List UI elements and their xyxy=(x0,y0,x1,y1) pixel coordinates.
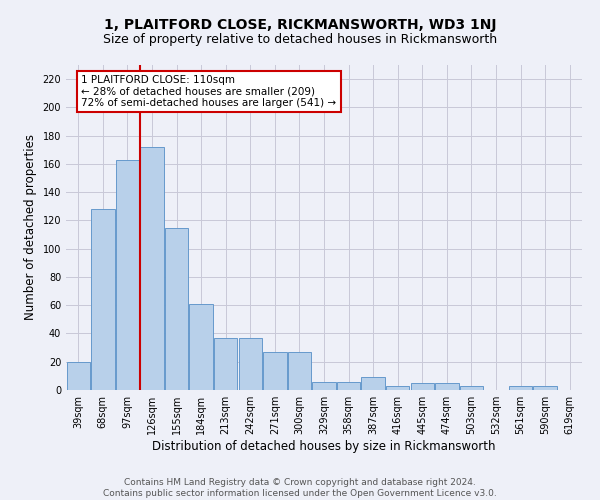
Bar xyxy=(386,386,409,390)
Text: 1, PLAITFORD CLOSE, RICKMANSWORTH, WD3 1NJ: 1, PLAITFORD CLOSE, RICKMANSWORTH, WD3 1… xyxy=(104,18,496,32)
Bar xyxy=(313,382,335,390)
Bar xyxy=(533,386,557,390)
Bar xyxy=(140,147,164,390)
Y-axis label: Number of detached properties: Number of detached properties xyxy=(24,134,37,320)
Text: Size of property relative to detached houses in Rickmansworth: Size of property relative to detached ho… xyxy=(103,32,497,46)
Bar xyxy=(263,352,287,390)
Bar xyxy=(410,383,434,390)
Bar xyxy=(91,209,115,390)
Bar xyxy=(214,338,238,390)
Bar xyxy=(288,352,311,390)
Bar xyxy=(165,228,188,390)
Bar xyxy=(435,383,458,390)
Text: Contains public sector information licensed under the Open Government Licence v3: Contains public sector information licen… xyxy=(103,490,497,498)
Bar xyxy=(361,378,385,390)
Bar xyxy=(116,160,139,390)
Bar xyxy=(460,386,483,390)
X-axis label: Distribution of detached houses by size in Rickmansworth: Distribution of detached houses by size … xyxy=(152,440,496,453)
Bar xyxy=(239,338,262,390)
Bar xyxy=(337,382,360,390)
Bar xyxy=(509,386,532,390)
Text: Contains HM Land Registry data © Crown copyright and database right 2024.: Contains HM Land Registry data © Crown c… xyxy=(124,478,476,487)
Bar xyxy=(190,304,213,390)
Bar xyxy=(67,362,90,390)
Text: 1 PLAITFORD CLOSE: 110sqm
← 28% of detached houses are smaller (209)
72% of semi: 1 PLAITFORD CLOSE: 110sqm ← 28% of detac… xyxy=(82,74,337,108)
